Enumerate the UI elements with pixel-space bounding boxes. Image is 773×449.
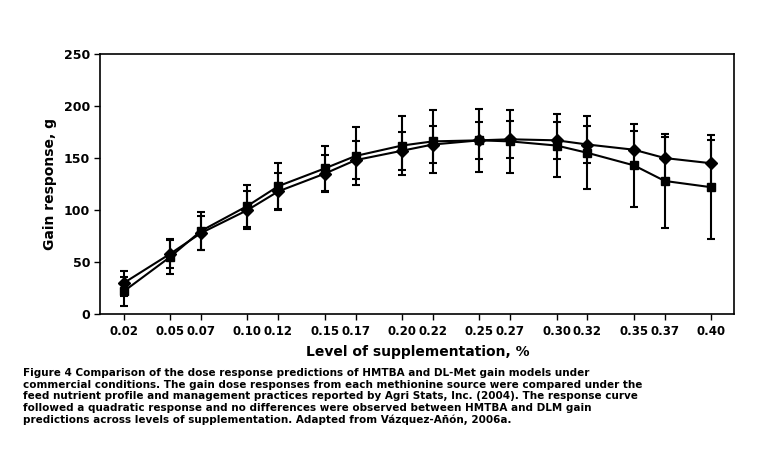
X-axis label: Level of supplementation, %: Level of supplementation, %	[305, 345, 530, 359]
Y-axis label: Gain response, g: Gain response, g	[43, 118, 57, 250]
Text: Figure 4 Comparison of the dose response predictions of HMTBA and DL-Met gain mo: Figure 4 Comparison of the dose response…	[23, 368, 642, 425]
